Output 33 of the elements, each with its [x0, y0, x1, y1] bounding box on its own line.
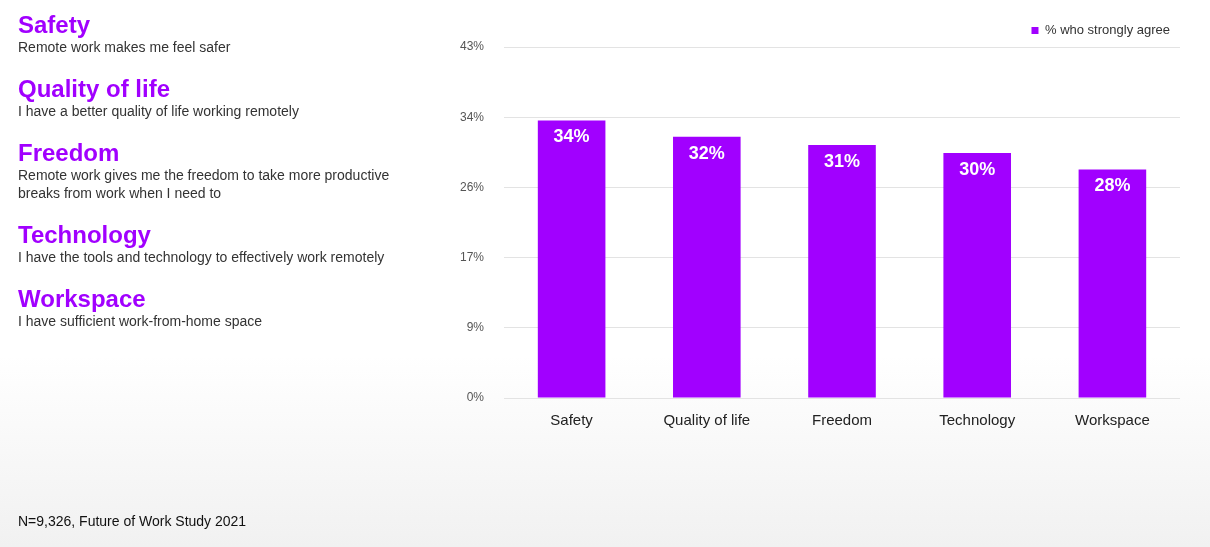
- text: I have a better quality of life working remotely: [18, 102, 300, 120]
- x-tick-label: Safety: [550, 411, 594, 429]
- bar: [808, 144, 876, 398]
- x-tick-label: Technology: [939, 411, 1016, 429]
- text: I have the tools and technology to effectively work remotely: [18, 248, 386, 266]
- bar: [537, 120, 606, 398]
- bar: [943, 153, 1011, 398]
- text: Safety: [18, 11, 92, 38]
- y-tick-label: 34%: [459, 109, 485, 124]
- y-tick-label: 26%: [459, 179, 485, 194]
- y-tick-label: 43%: [459, 39, 485, 54]
- bar: [673, 136, 741, 398]
- text: Freedom: [18, 139, 121, 166]
- legend-label: % who strongly agree: [1044, 22, 1170, 38]
- x-tick-label: Quality of life: [663, 411, 751, 429]
- data-label: 32%: [688, 142, 725, 163]
- x-tick-label: Workspace: [1075, 411, 1150, 429]
- x-tick-label: Freedom: [811, 411, 873, 429]
- text: Remote work gives me the freedom to take more productive breaks from work when I need to: [18, 166, 391, 202]
- bar: [1078, 169, 1147, 398]
- text: Quality of life: [18, 75, 171, 102]
- data-label: 34%: [553, 126, 590, 147]
- text: Technology: [18, 221, 152, 248]
- data-label: 28%: [1094, 175, 1131, 196]
- y-tick-label: 9%: [466, 320, 485, 335]
- y-tick-label: 0%: [466, 390, 485, 405]
- y-tick-label: 17%: [459, 249, 485, 264]
- data-label: 30%: [959, 159, 996, 180]
- text: N=9,326, Future of Work Study 2021: [18, 513, 247, 529]
- data-label: 31%: [823, 150, 861, 171]
- text: Workspace: [18, 285, 147, 312]
- text: Remote work makes me feel safer: [18, 38, 232, 56]
- text: I have sufficient work-from-home space: [18, 312, 264, 330]
